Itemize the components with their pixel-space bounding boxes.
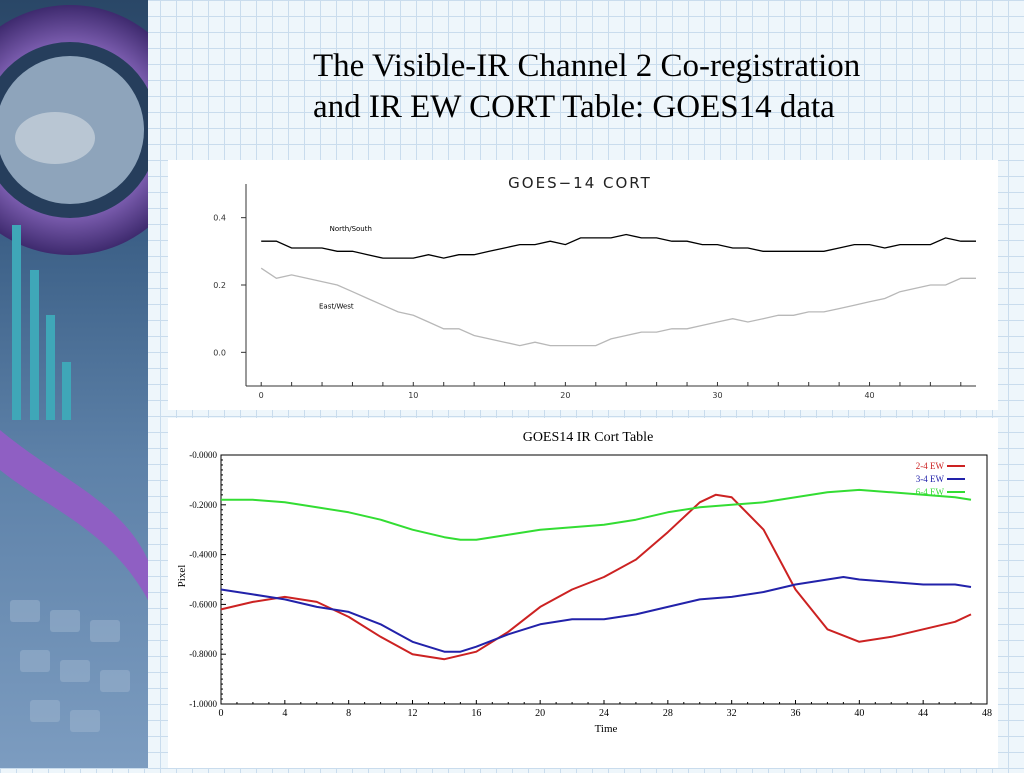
y-tick-label: 0.0 xyxy=(213,348,226,357)
bar-decoration-1 xyxy=(12,225,21,420)
x-tick-label: 8 xyxy=(346,708,351,719)
x-tick-label: 30 xyxy=(712,391,722,400)
y-tick-label: -0.6000 xyxy=(189,599,217,609)
x-tick-label: 36 xyxy=(791,708,801,719)
y-tick-label: 0.2 xyxy=(213,281,226,290)
chart-axes: 0.0 0.2 0.4 0 10 20 30 40 North/South East/West xyxy=(213,184,976,400)
chart-series-group xyxy=(260,233,976,347)
y-tick-label: -1.0000 xyxy=(189,699,217,709)
bar-decoration-3 xyxy=(46,315,55,420)
legend-label-red: 2-4 EW xyxy=(916,461,945,471)
slide-title: The Visible-IR Channel 2 Co-registration… xyxy=(313,46,1003,128)
x-tick-label: 10 xyxy=(408,391,418,400)
legend-label-green: 6-4 EW xyxy=(916,487,945,497)
x-tick-label: 44 xyxy=(918,708,928,719)
y-axis-label: Pixel xyxy=(176,565,188,588)
bar-decoration-2 xyxy=(30,270,39,420)
series-line-red xyxy=(220,493,972,661)
hand-icon xyxy=(15,112,95,164)
y-tick-label: -0.2000 xyxy=(189,500,217,510)
ir-cort-chart-panel: GOES14 IR Cort Table Pixel Time -0.0000-… xyxy=(168,418,998,768)
x-tick-label: 20 xyxy=(535,708,545,719)
x-tick-label: 24 xyxy=(599,708,609,719)
x-tick-label: 20 xyxy=(560,391,570,400)
x-tick-label: 4 xyxy=(282,708,287,719)
y-tick-label: -0.8000 xyxy=(189,649,217,659)
chart-axes: -0.0000 -0.2000 -0.4000 -0.6000 -0.8000 -1.00… xyxy=(189,450,992,719)
y-tick-label: -0.0000 xyxy=(189,450,217,460)
decorative-sidebar xyxy=(0,0,148,768)
chart-title: GOES−14 CORT xyxy=(508,174,652,192)
sidebar-artwork xyxy=(0,5,148,732)
x-axis-label: Time xyxy=(595,723,618,735)
x-tick-label: 28 xyxy=(663,708,673,719)
keyboard-keys-decoration xyxy=(10,600,130,732)
x-tick-label: 48 xyxy=(982,708,992,719)
x-tick-label: 16 xyxy=(471,708,481,719)
series-line-east-west xyxy=(260,267,976,347)
chart-title: GOES14 IR Cort Table xyxy=(523,430,654,445)
series-label-north-south: North/South xyxy=(330,225,372,233)
x-tick-label: 40 xyxy=(854,708,864,719)
series-line-north-south xyxy=(261,233,976,259)
x-tick-label: 0 xyxy=(219,708,224,719)
slide-title-line-2: and IR EW CORT Table: GOES14 data xyxy=(313,89,835,125)
series-line-blue xyxy=(220,576,972,653)
chart-legend: 2-4 EW 3-4 EW 6-4 EW xyxy=(916,461,965,497)
purple-swoosh-decoration xyxy=(0,430,148,600)
cort-chart-panel: GOES−14 CORT 0.0 0.2 0.4 0 10 20 30 40 North/Sou… xyxy=(168,160,998,410)
series-label-east-west: East/West xyxy=(319,303,354,311)
bar-decoration-4 xyxy=(62,362,71,420)
legend-label-blue: 3-4 EW xyxy=(916,474,945,484)
goes14-ir-cort-table-chart: GOES14 IR Cort Table Pixel Time -0.0000-… xyxy=(176,430,992,735)
slide-title-line-1: The Visible-IR Channel 2 Co-registration xyxy=(313,48,861,84)
x-tick-label: 40 xyxy=(864,391,874,400)
y-tick-label: -0.4000 xyxy=(189,550,217,560)
x-tick-label: 12 xyxy=(408,708,418,719)
series-line-green xyxy=(221,488,972,541)
x-tick-label: 0 xyxy=(259,391,264,400)
goes14-cort-chart: GOES−14 CORT 0.0 0.2 0.4 0 10 20 30 40 North/Sou… xyxy=(213,174,976,400)
chart-series-group xyxy=(220,488,972,661)
y-tick-label: 0.4 xyxy=(213,214,226,223)
x-tick-label: 32 xyxy=(727,708,737,719)
